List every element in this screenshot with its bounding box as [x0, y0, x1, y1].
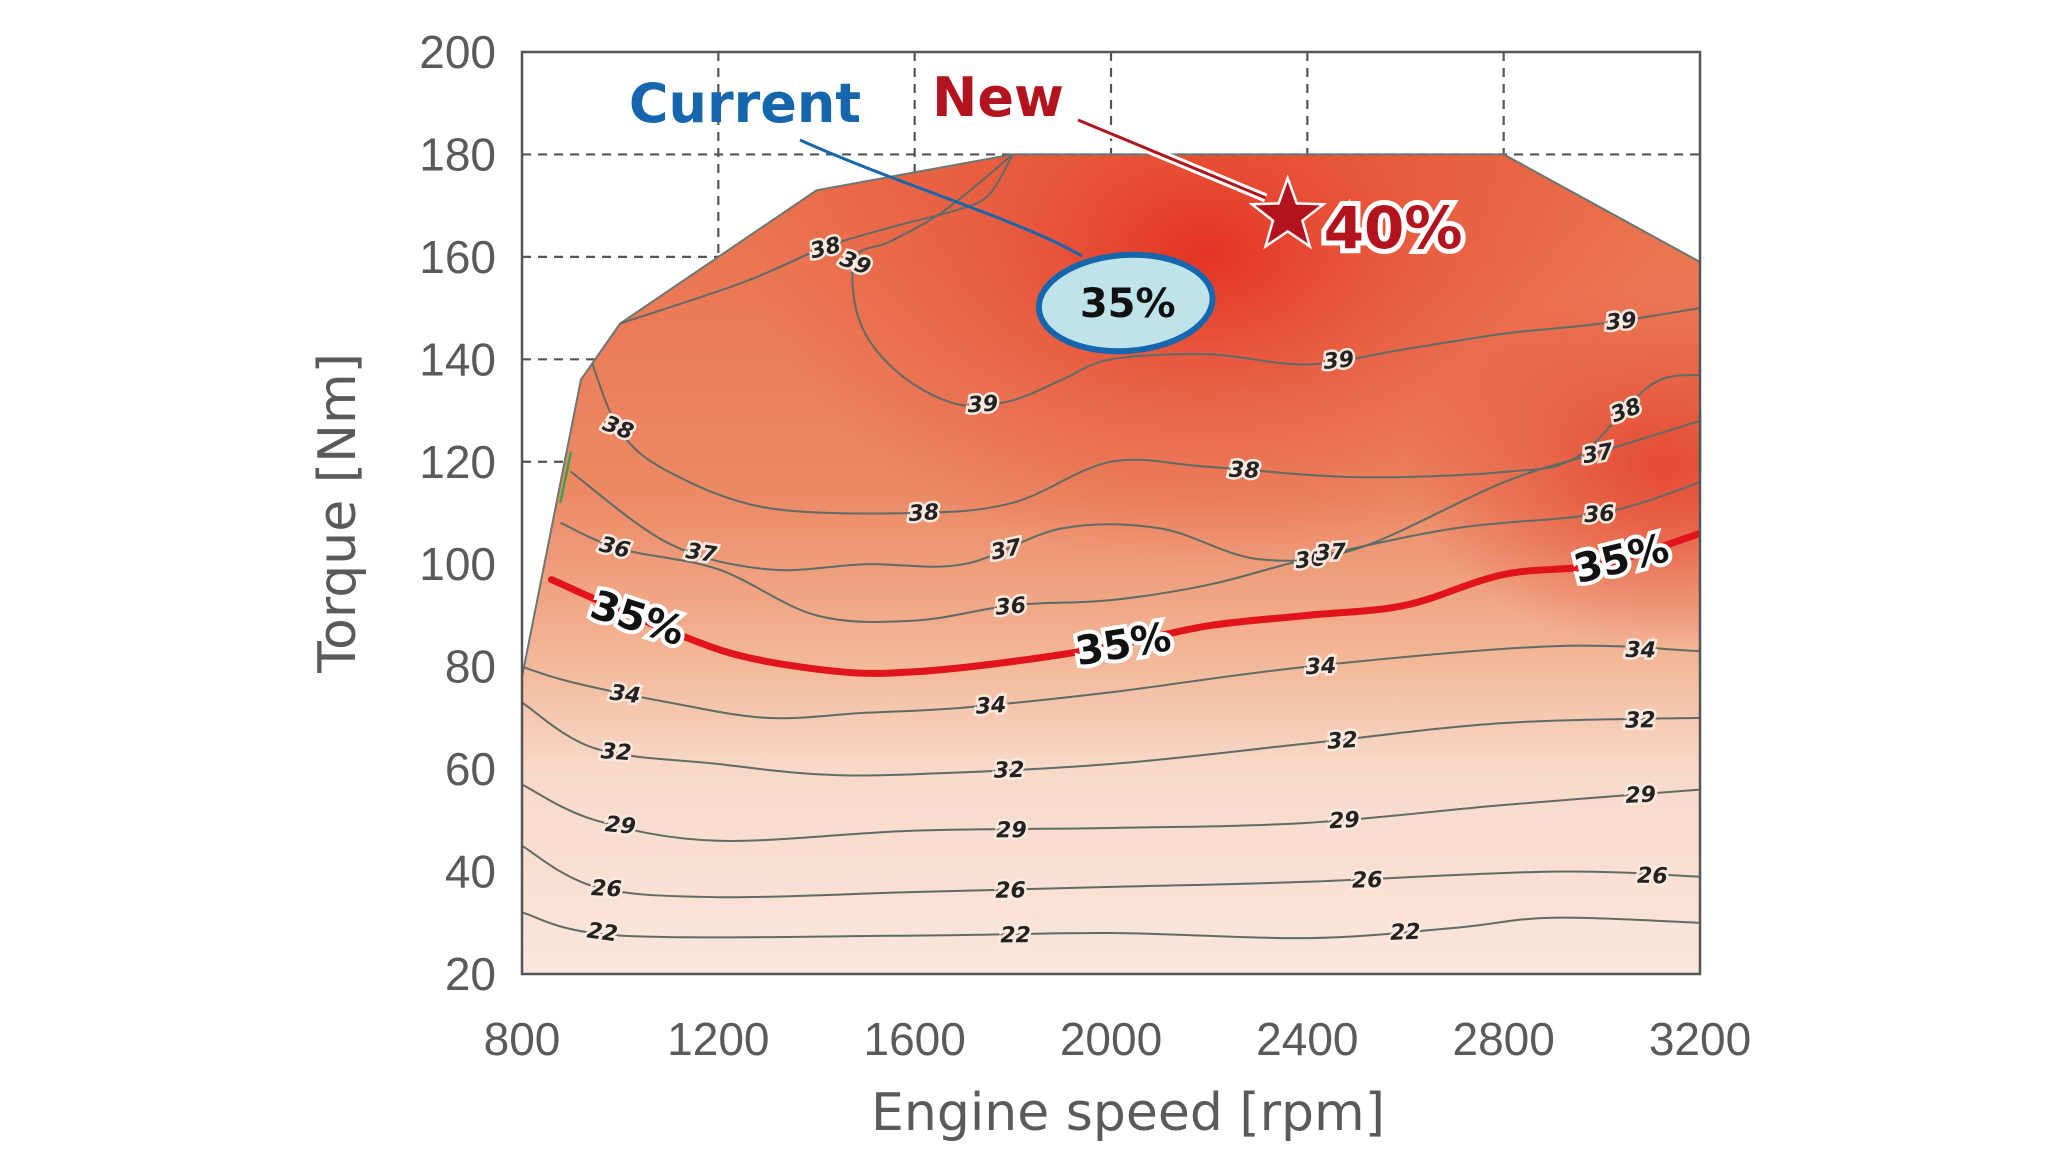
contour-line — [570, 419, 1700, 572]
x-tick-label: 800 — [484, 1013, 561, 1065]
plot-frame — [520, 50, 1702, 976]
contour-label: 38 — [908, 500, 940, 527]
current-value: 35% — [1080, 281, 1176, 327]
contour-line — [522, 783, 1700, 842]
contour-label: 34 — [1625, 638, 1656, 664]
contour-label: 22 — [585, 918, 619, 947]
contour-line-highlight — [548, 530, 1700, 677]
new-leader-line — [1077, 118, 1267, 200]
contour-line — [560, 481, 1700, 623]
y-tick-label: 80 — [445, 641, 496, 693]
current-tag: Current — [629, 72, 861, 135]
y-tick-label: 180 — [419, 128, 496, 180]
contour-label: 34 — [1305, 654, 1337, 681]
envelope-edge-accent — [559, 451, 573, 504]
y-tick-label: 200 — [419, 26, 496, 78]
x-axis-ticks: 800 1200 1600 2000 2400 2800 3200 — [484, 1013, 1752, 1065]
x-tick-label: 2800 — [1452, 1013, 1554, 1065]
contour-line — [522, 844, 1700, 899]
contour-label: 34 — [975, 693, 1007, 720]
x-tick-label: 1200 — [667, 1013, 769, 1065]
contour-line — [522, 911, 1700, 940]
x-tick-label: 3200 — [1649, 1013, 1751, 1065]
contour-label: 26 — [590, 876, 622, 903]
contour-line — [522, 644, 1700, 720]
y-tick-label: 120 — [419, 436, 496, 488]
y-axis-label: Torque [Nm] — [308, 353, 368, 674]
contour-label: 32 — [1625, 708, 1656, 733]
contour-label: 32 — [993, 758, 1024, 784]
contour-label: 22 — [1390, 920, 1422, 946]
new-star-icon — [1248, 174, 1327, 250]
contour-label: 37 — [684, 539, 719, 568]
contour-label: 32 — [1326, 728, 1358, 755]
x-tick-label: 2000 — [1060, 1013, 1162, 1065]
y-tick-label: 40 — [445, 846, 496, 898]
contour-line — [851, 154, 1700, 408]
operating-envelope — [521, 153, 1702, 974]
contour-label: 29 — [1625, 782, 1657, 808]
current-region — [1035, 251, 1216, 355]
contour-line — [619, 154, 1014, 325]
contour-line — [522, 701, 1700, 777]
contour-label: 36 — [994, 593, 1027, 621]
contour-label: 36 — [1294, 546, 1327, 575]
y-tick-label: 20 — [445, 948, 496, 1000]
contour-label: 39 — [1322, 347, 1355, 375]
contour-label: 26 — [1352, 868, 1383, 894]
y-tick-label: 100 — [419, 538, 496, 590]
y-tick-label: 60 — [445, 743, 496, 795]
annotations: 35% Current New 40% — [629, 66, 1468, 355]
new-value: 40% — [1324, 194, 1463, 262]
x-tick-label: 1600 — [863, 1013, 965, 1065]
contour-label: 32 — [600, 739, 632, 766]
y-tick-label: 140 — [419, 333, 496, 385]
contour-label: 29 — [996, 818, 1027, 843]
contour-label: 34 — [608, 681, 641, 710]
contour-lines — [522, 154, 1700, 940]
contour-label: 22 — [1000, 923, 1031, 948]
current-leader-line — [799, 138, 1083, 258]
contour-line — [589, 358, 1700, 515]
x-axis-label: Engine speed [rpm] — [871, 1083, 1385, 1143]
contour-label: 38 — [808, 233, 844, 265]
contour-label: 29 — [604, 812, 637, 840]
contour-label: 26 — [995, 878, 1026, 903]
contour-label: 37 — [1315, 540, 1348, 567]
y-tick-label: 160 — [419, 231, 496, 283]
contour-label: 39 — [1605, 308, 1638, 336]
contour-label: 38 — [1228, 458, 1260, 484]
contour-label: 29 — [1328, 808, 1360, 835]
y-axis-ticks: 20 40 60 80 100 120 140 160 180 200 — [419, 26, 496, 1000]
contour-label: 26 — [1637, 864, 1668, 890]
x-tick-label: 2400 — [1256, 1013, 1358, 1065]
contour-label: 36 — [1583, 501, 1615, 528]
new-tag: New — [932, 66, 1064, 129]
contour-label: 39 — [967, 391, 999, 418]
